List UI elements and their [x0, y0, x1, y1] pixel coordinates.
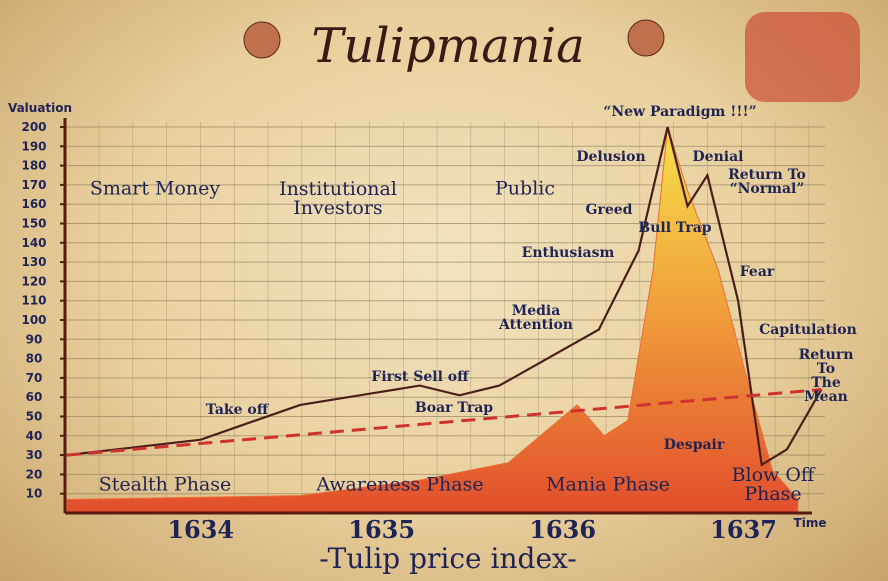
- x-tick-label: 1636: [529, 515, 596, 544]
- annotation: Capitulation: [759, 322, 857, 338]
- y-tick-label: 150: [21, 217, 46, 231]
- y-tick-label: 120: [21, 274, 46, 288]
- y-tick-label: 80: [26, 352, 43, 366]
- annotation: Institutional Investors: [279, 178, 397, 219]
- annotation: First Sell off: [371, 369, 469, 385]
- annotation: “New Paradigm !!!”: [603, 104, 757, 120]
- sentiment-line: [66, 126, 823, 467]
- y-tick-label: 90: [26, 332, 43, 346]
- phase-label: Stealth Phase: [98, 473, 232, 496]
- chart-subtitle: -Tulip price index-: [319, 542, 577, 575]
- phase-label: Mania Phase: [546, 473, 670, 496]
- y-tick-label: 170: [21, 178, 46, 192]
- flower-ornament: [243, 19, 665, 59]
- chart-title: Tulipmania: [311, 18, 584, 74]
- annotation: Take off: [205, 402, 269, 418]
- y-tick-label: 40: [26, 429, 43, 443]
- annotation: Despair: [663, 437, 725, 453]
- y-tick-label: 180: [21, 159, 46, 173]
- phase-label: Awareness Phase: [316, 473, 484, 496]
- annotation: Return To “Normal”: [728, 167, 806, 197]
- trend-line: [66, 388, 822, 457]
- y-tick-label: 70: [26, 371, 43, 385]
- annotation: Delusion: [576, 149, 646, 165]
- y-tick-label: 130: [21, 255, 46, 269]
- x-tick-label: 1637: [710, 515, 777, 544]
- y-tick-label: 190: [21, 139, 46, 153]
- y-tick-label: 100: [21, 313, 46, 327]
- x-tick-label: 1634: [167, 515, 234, 544]
- phase-label: Blow Off Phase: [731, 464, 815, 505]
- annotation: Fear: [739, 264, 775, 280]
- y-tick-label: 160: [21, 197, 46, 211]
- annotation: Boar Trap: [414, 400, 494, 416]
- x-axis-label: Time: [794, 516, 827, 530]
- annotation: Bull Trap: [638, 220, 712, 236]
- x-tick-label: 1635: [348, 515, 415, 544]
- annotation: Greed: [585, 202, 633, 218]
- y-tick-label: 20: [26, 467, 43, 481]
- y-tick-label: 200: [21, 120, 46, 134]
- y-tick-label: 50: [26, 410, 43, 424]
- y-tick-label: 140: [21, 236, 46, 250]
- y-tick-label: 60: [26, 390, 43, 404]
- annotation: Smart Money: [89, 177, 221, 200]
- annotation: Public: [495, 177, 555, 200]
- coat-of-arms: [745, 12, 860, 102]
- annotation: Media Attention: [499, 303, 573, 333]
- y-tick-label: 10: [26, 487, 43, 501]
- y-axis-label: Valuation: [8, 101, 72, 115]
- annotation: Denial: [692, 149, 744, 165]
- annotation: Return To The Mean: [798, 347, 854, 405]
- y-tick-label: 30: [26, 448, 43, 462]
- y-tick-label: 110: [21, 294, 46, 308]
- annotation: Enthusiasm: [521, 245, 615, 261]
